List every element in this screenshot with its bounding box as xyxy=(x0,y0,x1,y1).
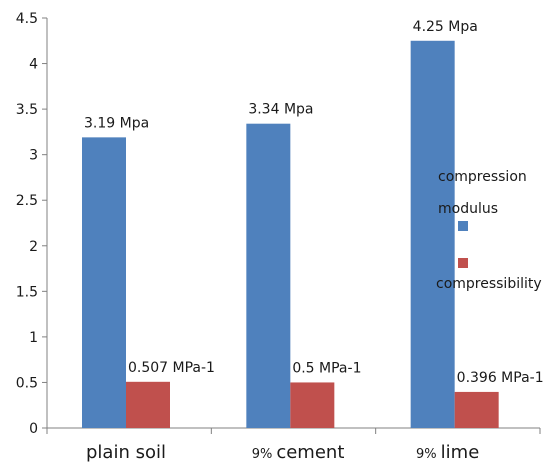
data-label: 0.396 MPa-1 xyxy=(457,370,544,386)
bars xyxy=(82,40,499,429)
y-tick-label: 0.5 xyxy=(16,375,38,391)
y-tick-label: 4.5 xyxy=(16,11,38,27)
y-tick-label: 3.5 xyxy=(16,102,38,118)
labels: 3.19 Mpa 3.34 Mpa 4.25 Mpa 0.507 MPa-1 0.5 M… xyxy=(84,19,544,463)
bar-compressibility xyxy=(290,382,335,428)
legend-label-line: modulus xyxy=(438,201,498,217)
y-tick-label: 2.5 xyxy=(16,193,38,209)
y-tick-label: 0 xyxy=(29,421,38,437)
data-label: 3.19 Mpa xyxy=(84,115,149,131)
legend: compression modulus compressibility xyxy=(436,169,542,292)
axes: 0 0.5 1 1.5 2 2.5 3 3.5 4 4.5 xyxy=(16,11,541,437)
bar-compressibility xyxy=(126,381,170,428)
y-tick-label: 3 xyxy=(29,148,38,164)
data-label: 4.25 Mpa xyxy=(413,19,478,35)
data-label: 3.34 Mpa xyxy=(248,102,313,118)
data-label: 0.507 MPa-1 xyxy=(128,360,215,376)
x-category-prefix: 9% xyxy=(416,447,437,462)
y-tick-label: 1.5 xyxy=(16,284,38,300)
y-tick-label: 1 xyxy=(29,330,38,346)
bar-compressibility xyxy=(454,391,499,428)
legend-swatch-compressibility xyxy=(458,258,468,268)
x-category-label: lime xyxy=(441,442,480,463)
data-label: 0.5 MPa-1 xyxy=(292,360,361,376)
bar-compression-modulus xyxy=(82,137,126,428)
y-tick-label: 4 xyxy=(29,57,38,73)
x-category-label: cement xyxy=(276,442,344,463)
legend-swatch-compression-modulus xyxy=(458,221,468,231)
legend-label-line: compressibility xyxy=(436,276,542,292)
x-category-label: plain soil xyxy=(86,442,166,463)
bar-compression-modulus xyxy=(246,123,291,428)
x-category-prefix: 9% xyxy=(252,447,273,462)
y-tick-label: 2 xyxy=(29,239,38,255)
bar-compression-modulus xyxy=(410,40,455,429)
legend-label-line: compression xyxy=(438,169,527,185)
